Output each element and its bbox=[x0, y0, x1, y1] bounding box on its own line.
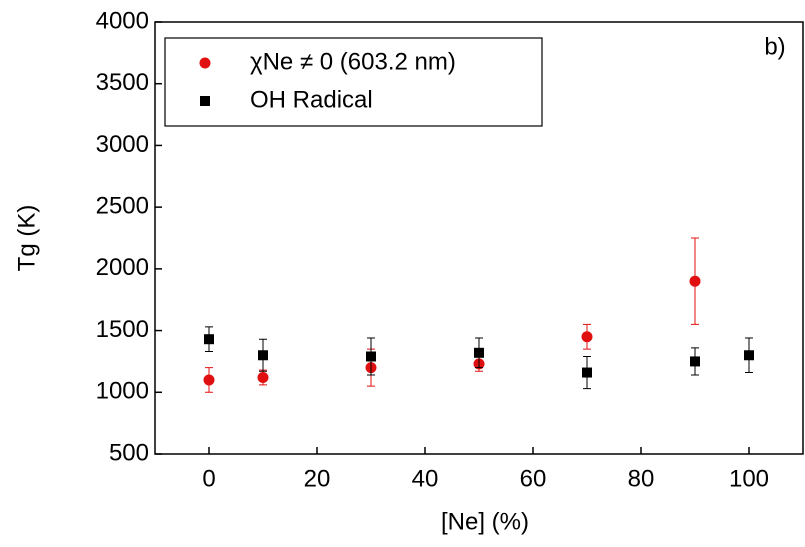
y-tick-label: 3500 bbox=[96, 69, 149, 96]
point bbox=[204, 334, 214, 345]
legend-label: χNe ≠ 0 (603.2 nm) bbox=[250, 48, 456, 75]
legend-box bbox=[164, 37, 543, 127]
y-tick-label: 2000 bbox=[96, 254, 149, 281]
y-tick-label: 1500 bbox=[96, 316, 149, 343]
y-tick-label: 4000 bbox=[96, 7, 149, 34]
x-tick-label: 20 bbox=[304, 465, 331, 492]
legend-marker bbox=[199, 57, 211, 69]
x-tick-label: 100 bbox=[729, 465, 769, 492]
x-axis-label: [Ne] (%) bbox=[441, 508, 529, 535]
y-axis-label: Tg (K) bbox=[13, 205, 40, 272]
point bbox=[257, 371, 269, 383]
x-tick-label: 60 bbox=[520, 465, 547, 492]
y-tick-label: 2500 bbox=[96, 192, 149, 219]
x-tick-label: 80 bbox=[628, 465, 655, 492]
point bbox=[744, 350, 754, 361]
x-tick-label: 40 bbox=[412, 465, 439, 492]
point bbox=[689, 275, 701, 287]
y-tick-label: 3000 bbox=[96, 131, 149, 158]
legend-marker bbox=[200, 96, 210, 106]
y-tick-label: 500 bbox=[109, 439, 149, 466]
plot-frame bbox=[154, 21, 804, 455]
y-tick-label: 1000 bbox=[96, 378, 149, 405]
legend-label: OH Radical bbox=[250, 86, 373, 113]
annotation: b) bbox=[764, 33, 785, 60]
point bbox=[690, 356, 700, 367]
point bbox=[582, 367, 592, 378]
x-tick-label: 0 bbox=[202, 465, 215, 492]
point bbox=[366, 351, 376, 362]
point bbox=[581, 331, 593, 343]
point bbox=[474, 347, 484, 358]
point bbox=[258, 350, 268, 361]
point bbox=[203, 374, 215, 386]
